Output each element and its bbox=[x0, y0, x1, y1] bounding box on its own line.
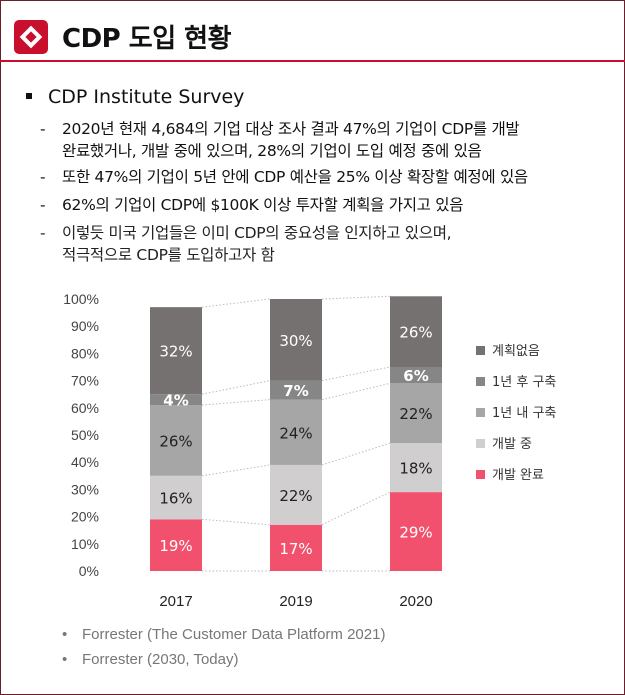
source-text: Forrester (The Customer Data Platform 20… bbox=[82, 626, 386, 643]
legend-swatch bbox=[476, 439, 485, 448]
sub-bullet-1: -2020년 현재 4,684의 기업 대상 조사 결과 47%의 기업이 CD… bbox=[40, 118, 520, 162]
data-label: 30% bbox=[279, 332, 312, 350]
sub-bullet-3: -62%의 기업이 CDP에 $100K 이상 투자할 계획을 가지고 있음 bbox=[40, 194, 463, 216]
bar-segment bbox=[270, 399, 322, 465]
y-tick-label: 90% bbox=[71, 318, 99, 334]
legend-label: 개발 완료 bbox=[492, 468, 544, 483]
bar-segment bbox=[270, 380, 322, 400]
legend-label: 1년 내 구축 bbox=[492, 406, 556, 421]
data-label: 17% bbox=[279, 540, 312, 558]
legend-label: 개발 중 bbox=[492, 437, 532, 452]
bar-segment bbox=[390, 296, 442, 367]
legend-swatch bbox=[476, 408, 485, 417]
y-tick-label: 80% bbox=[71, 345, 99, 361]
data-label: 19% bbox=[159, 537, 192, 555]
bar-segment bbox=[390, 367, 442, 384]
y-tick-label: 10% bbox=[71, 536, 99, 552]
sub-bullet-2: - 또한 47%의 기업이 5년 안에 CDP 예산을 25% 이상 확장할 예정… bbox=[40, 166, 528, 188]
brand-logo-icon bbox=[14, 20, 48, 54]
connector-line bbox=[201, 464, 271, 477]
connector-line bbox=[321, 442, 391, 466]
dash-icon: - bbox=[40, 196, 46, 214]
connector-line bbox=[321, 382, 391, 401]
connector-line bbox=[201, 518, 271, 526]
dash-icon: - bbox=[40, 168, 46, 186]
sub-bullet-4: - 이렇듯 미국 기업들은 이미 CDP의 중요성을 인지하고 있으며, 적극적으… bbox=[40, 222, 452, 266]
sub-bullet-text: 또한 47%의 기업이 5년 안에 CDP 예산을 25% 이상 확장할 예정에… bbox=[62, 168, 528, 186]
data-label: 4% bbox=[163, 392, 188, 410]
y-tick-label: 100% bbox=[63, 291, 99, 307]
title-divider bbox=[0, 60, 625, 62]
source-item: • Forrester (2030, Today) bbox=[62, 651, 238, 668]
source-text: Forrester (2030, Today) bbox=[82, 651, 239, 668]
data-label: 22% bbox=[399, 405, 432, 423]
source-item: • Forrester (The Customer Data Platform 2… bbox=[62, 626, 385, 643]
legend-swatch bbox=[476, 377, 485, 386]
legend-swatch bbox=[476, 470, 485, 479]
dash-icon: - bbox=[40, 224, 46, 242]
data-label: 22% bbox=[279, 487, 312, 505]
data-label: 26% bbox=[399, 324, 432, 342]
bar-segment bbox=[390, 492, 442, 571]
data-label: 6% bbox=[403, 367, 428, 385]
sub-bullet-text: 62%의 기업이 CDP에 $100K 이상 투자할 계획을 가지고 있음 bbox=[62, 196, 464, 214]
connector-line bbox=[201, 380, 271, 395]
main-bullet: CDP Institute Survey bbox=[26, 86, 244, 108]
y-tick-label: 20% bbox=[71, 509, 99, 525]
bar-segment bbox=[390, 443, 442, 493]
legend-label: 계획없음 bbox=[492, 344, 540, 359]
connector-line bbox=[201, 298, 271, 308]
main-bullet-text: CDP Institute Survey bbox=[48, 86, 245, 108]
sub-bullet-text: 이렇듯 미국 기업들은 이미 CDP의 중요성을 인지하고 있으며, bbox=[62, 224, 452, 242]
connector-line bbox=[201, 399, 271, 406]
bar-segment bbox=[270, 299, 322, 381]
connector-line bbox=[321, 295, 391, 300]
y-tick-label: 60% bbox=[71, 400, 99, 416]
x-tick-label: 2020 bbox=[399, 593, 432, 610]
bar-segment bbox=[150, 307, 202, 395]
bar-segment bbox=[270, 524, 322, 571]
y-tick-label: 30% bbox=[71, 481, 99, 497]
connector-line bbox=[321, 491, 391, 526]
bar-segment bbox=[390, 383, 442, 444]
data-label: 29% bbox=[399, 524, 432, 542]
y-tick-label: 0% bbox=[79, 563, 99, 579]
bar-segment bbox=[270, 464, 322, 525]
x-tick-label: 2019 bbox=[279, 593, 312, 610]
legend-label: 1년 후 구축 bbox=[492, 375, 556, 390]
data-label: 26% bbox=[159, 432, 192, 450]
bar-segment bbox=[150, 519, 202, 571]
data-label: 32% bbox=[159, 343, 192, 361]
stacked-bar-chart: 0% 10% 20% 30% 40% 50% 60% 70% 80% 90% 100% 19% 16% 2… bbox=[63, 291, 556, 610]
data-label: 24% bbox=[279, 424, 312, 442]
dot-bullet-icon: • bbox=[62, 626, 68, 643]
connector-line bbox=[321, 366, 391, 382]
y-tick-label: 70% bbox=[71, 373, 99, 389]
dash-icon: - bbox=[40, 120, 46, 138]
data-label: 16% bbox=[159, 490, 192, 508]
data-label: 7% bbox=[283, 382, 308, 400]
bar-segment bbox=[150, 405, 202, 476]
page-title: CDP 도입 현황 bbox=[62, 24, 232, 54]
y-tick-label: 40% bbox=[71, 454, 99, 470]
y-tick-label: 50% bbox=[71, 427, 99, 443]
x-tick-label: 2017 bbox=[159, 593, 192, 610]
sub-bullet-text: 완료했거나, 개발 중에 있으며, 28%의 기업이 도입 예정 중에 있음 bbox=[62, 142, 482, 160]
sub-bullet-text: 2020년 현재 4,684의 기업 대상 조사 결과 47%의 기업이 CDP… bbox=[62, 120, 520, 138]
dot-bullet-icon: • bbox=[62, 651, 68, 668]
legend-swatch bbox=[476, 346, 485, 355]
bar-segment bbox=[150, 475, 202, 520]
square-bullet-icon bbox=[26, 92, 32, 99]
sub-bullet-text: 적극적으로 CDP를 도입하고자 함 bbox=[62, 246, 275, 264]
bar-segment bbox=[150, 394, 202, 406]
data-label: 18% bbox=[399, 460, 432, 478]
